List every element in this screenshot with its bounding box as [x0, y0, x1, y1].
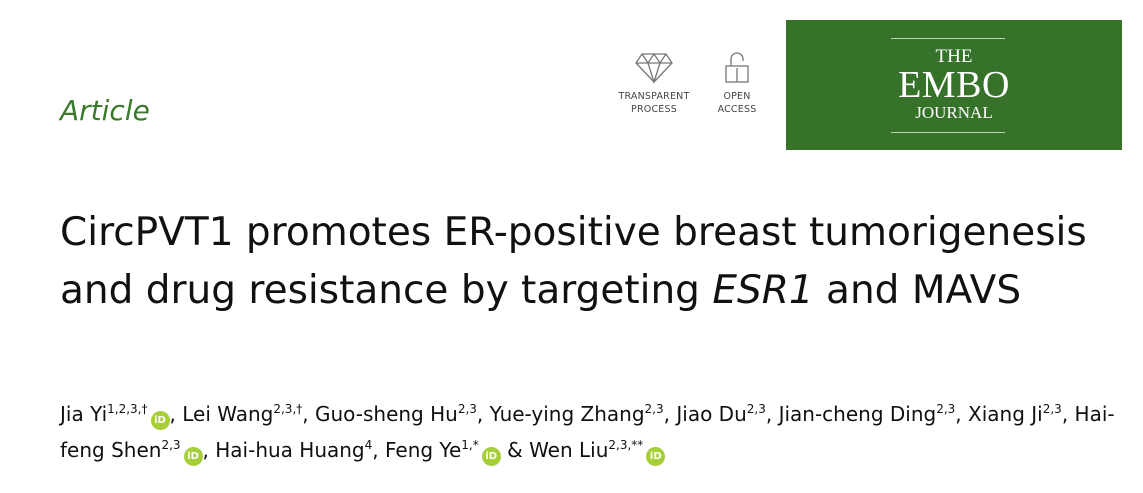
author-affiliation: 1,2,3,† — [107, 402, 148, 416]
orcid-icon[interactable]: iD — [646, 447, 666, 466]
author-affiliation: 1,* — [461, 438, 479, 452]
author-separator: & — [500, 438, 530, 462]
author-name: Hai-feng Shen — [60, 402, 1115, 462]
author-name: Guo-sheng Hu — [314, 402, 458, 426]
author-affiliation: 2,3 — [746, 402, 766, 416]
author-name: Hai-hua Huang — [215, 438, 365, 462]
author-affiliation: 2,3 — [936, 402, 956, 416]
author[interactable]: Wen Liu2,3,**iD — [529, 438, 666, 466]
title-part1: CircPVT1 promotes ER-positive breast tum… — [60, 210, 1087, 313]
orcid-icon[interactable]: iD — [183, 447, 203, 466]
logo-rule-bottom — [891, 132, 1005, 133]
article-title: CircPVT1 promotes ER-positive breast tum… — [60, 204, 1120, 320]
author[interactable]: Xiang Ji2,3 — [968, 402, 1062, 426]
author-separator: , — [169, 402, 183, 426]
badge-line1: TRANSPARENT — [618, 91, 690, 102]
embo-journal-logo[interactable]: THE EMBO JOURNAL — [786, 20, 1122, 150]
author-name: Jia Yi — [60, 402, 108, 426]
author[interactable]: Hai-feng Shen2,3iD — [60, 402, 1115, 466]
title-gene: ESR1 — [712, 268, 814, 313]
author-name: Xiang Ji — [968, 402, 1043, 426]
author-name: Feng Ye — [384, 438, 462, 462]
author[interactable]: Jiao Du2,3 — [676, 402, 765, 426]
author-separator: , — [765, 402, 779, 426]
author-separator: , — [476, 402, 490, 426]
author-separator: , — [955, 402, 969, 426]
transparent-process-badge[interactable]: TRANSPARENT PROCESS — [618, 52, 690, 116]
open-access-badge[interactable]: OPEN ACCESS — [712, 52, 762, 116]
author[interactable]: Lei Wang2,3,† — [182, 402, 302, 426]
author[interactable]: Guo-sheng Hu2,3 — [315, 402, 477, 426]
author-affiliation: 2,3,† — [273, 402, 303, 416]
author-affiliation: 2,3,** — [608, 438, 644, 452]
author-separator: , — [202, 438, 216, 462]
author-affiliation: 2,3 — [161, 438, 181, 452]
author[interactable]: Hai-hua Huang4 — [215, 438, 372, 462]
badge-line2: PROCESS — [631, 104, 677, 115]
badge-line1: OPEN — [723, 91, 751, 102]
author-affiliation: 2,3 — [1042, 402, 1062, 416]
logo-the: THE — [935, 46, 973, 67]
diamond-icon — [635, 52, 673, 84]
logo-embo: EMBO — [898, 64, 1010, 106]
open-lock-icon — [725, 52, 749, 83]
logo-rule-top — [891, 38, 1005, 39]
title-part2: and MAVS — [813, 268, 1022, 313]
author[interactable]: Jia Yi1,2,3,†iD — [60, 402, 170, 430]
author-separator: , — [372, 438, 385, 462]
article-type-label: Article — [60, 94, 150, 127]
author-separator: , — [1061, 402, 1075, 426]
author-affiliation: 2,3 — [644, 402, 664, 416]
author-separator: , — [663, 402, 677, 426]
orcid-icon[interactable]: iD — [481, 447, 501, 466]
author[interactable]: Feng Ye1,*iD — [384, 438, 501, 466]
author[interactable]: Yue-ying Zhang2,3 — [490, 402, 664, 426]
author-list: Jia Yi1,2,3,†iD, Lei Wang2,3,†, Guo-shen… — [60, 396, 1120, 468]
author[interactable]: Jian-cheng Ding2,3 — [779, 402, 956, 426]
orcid-icon[interactable]: iD — [150, 411, 170, 430]
author-affiliation: 4 — [364, 438, 373, 452]
author-name: Yue-ying Zhang — [489, 402, 645, 426]
author-affiliation: 2,3 — [457, 402, 477, 416]
author-name: Jian-cheng Ding — [778, 402, 937, 426]
author-name: Lei Wang — [182, 402, 274, 426]
author-name: Wen Liu — [529, 438, 609, 462]
author-separator: , — [302, 402, 315, 426]
badge-line2: ACCESS — [717, 104, 757, 115]
logo-journal: JOURNAL — [915, 103, 993, 122]
author-name: Jiao Du — [676, 402, 747, 426]
